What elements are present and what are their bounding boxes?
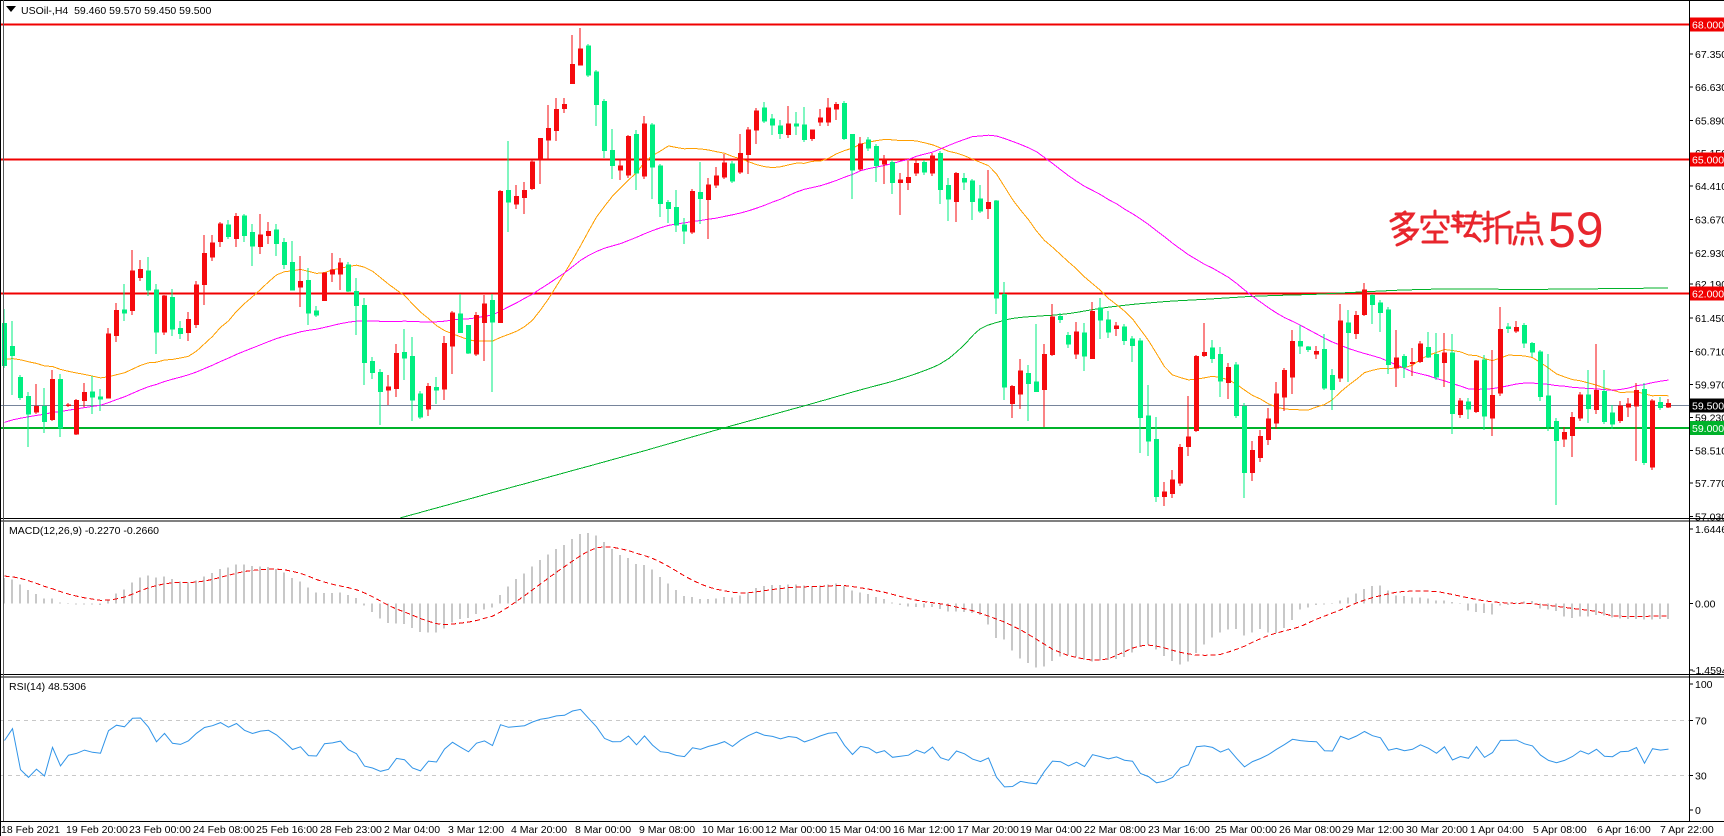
svg-text:19 Mar 04:00: 19 Mar 04:00 [1020,824,1082,836]
svg-text:25 Feb 16:00: 25 Feb 16:00 [256,824,318,836]
svg-text:24 Feb 08:00: 24 Feb 08:00 [193,824,255,836]
svg-text:59.970: 59.970 [1695,380,1724,392]
svg-text:17 Mar 20:00: 17 Mar 20:00 [957,824,1019,836]
svg-text:61.450: 61.450 [1695,313,1724,325]
svg-text:62.930: 62.930 [1695,248,1724,260]
svg-text:65.000: 65.000 [1692,154,1724,166]
svg-text:16 Mar 12:00: 16 Mar 12:00 [893,824,955,836]
svg-text:19 Feb 20:00: 19 Feb 20:00 [66,824,128,836]
svg-text:64.410: 64.410 [1695,181,1724,193]
svg-text:26 Mar 08:00: 26 Mar 08:00 [1279,824,1341,836]
svg-text:0.00: 0.00 [1695,599,1716,611]
svg-text:4 Mar 20:00: 4 Mar 20:00 [511,824,567,836]
svg-text:23 Mar 16:00: 23 Mar 16:00 [1148,824,1210,836]
svg-text:18 Feb 2021: 18 Feb 2021 [1,824,60,836]
svg-text:66.630: 66.630 [1695,82,1724,94]
svg-text:12 Mar 00:00: 12 Mar 00:00 [765,824,827,836]
svg-text:8 Mar 00:00: 8 Mar 00:00 [575,824,631,836]
svg-text:29 Mar 12:00: 29 Mar 12:00 [1342,824,1404,836]
svg-text:30 Mar 20:00: 30 Mar 20:00 [1406,824,1468,836]
svg-text:57.030: 57.030 [1695,511,1724,523]
svg-text:22 Mar 08:00: 22 Mar 08:00 [1084,824,1146,836]
svg-text:2 Mar 04:00: 2 Mar 04:00 [384,824,440,836]
svg-text:70: 70 [1695,715,1707,727]
svg-text:15 Mar 04:00: 15 Mar 04:00 [829,824,891,836]
svg-text:65.890: 65.890 [1695,115,1724,127]
svg-text:57.770: 57.770 [1695,478,1724,490]
svg-text:1.6446: 1.6446 [1695,524,1724,536]
svg-text:6 Apr 16:00: 6 Apr 16:00 [1597,824,1651,836]
svg-text:7 Apr 22:00: 7 Apr 22:00 [1660,824,1714,836]
svg-text:1 Apr 04:00: 1 Apr 04:00 [1470,824,1524,836]
svg-text:28 Feb 23:00: 28 Feb 23:00 [320,824,382,836]
svg-text:3 Mar 12:00: 3 Mar 12:00 [448,824,504,836]
svg-text:0: 0 [1695,805,1701,817]
svg-text:30: 30 [1695,770,1707,782]
svg-text:23 Feb 00:00: 23 Feb 00:00 [129,824,191,836]
svg-text:USOil-,H4 59.460 59.570 59.45: USOil-,H4 59.460 59.570 59.450 59.500 [21,5,211,17]
svg-text:-1.4594: -1.4594 [1692,665,1724,677]
svg-text:62.000: 62.000 [1692,289,1724,301]
svg-text:59.000: 59.000 [1692,423,1724,435]
svg-text:25 Mar 00:00: 25 Mar 00:00 [1215,824,1277,836]
svg-text:58.510: 58.510 [1695,445,1724,457]
svg-text:59.500: 59.500 [1692,400,1724,412]
svg-text:5 Apr 08:00: 5 Apr 08:00 [1533,824,1587,836]
svg-text:100: 100 [1695,679,1713,691]
svg-text:59: 59 [1548,202,1604,258]
svg-text:RSI(14) 48.5306: RSI(14) 48.5306 [9,681,86,693]
svg-text:60.710: 60.710 [1695,346,1724,358]
svg-text:68.000: 68.000 [1692,20,1724,32]
svg-text:MACD(12,26,9) -0.2270 -0.2660: MACD(12,26,9) -0.2270 -0.2660 [9,525,159,537]
svg-text:63.670: 63.670 [1695,215,1724,227]
svg-text:67.350: 67.350 [1695,49,1724,61]
svg-text:10 Mar 16:00: 10 Mar 16:00 [702,824,764,836]
svg-text:9 Mar 08:00: 9 Mar 08:00 [639,824,695,836]
